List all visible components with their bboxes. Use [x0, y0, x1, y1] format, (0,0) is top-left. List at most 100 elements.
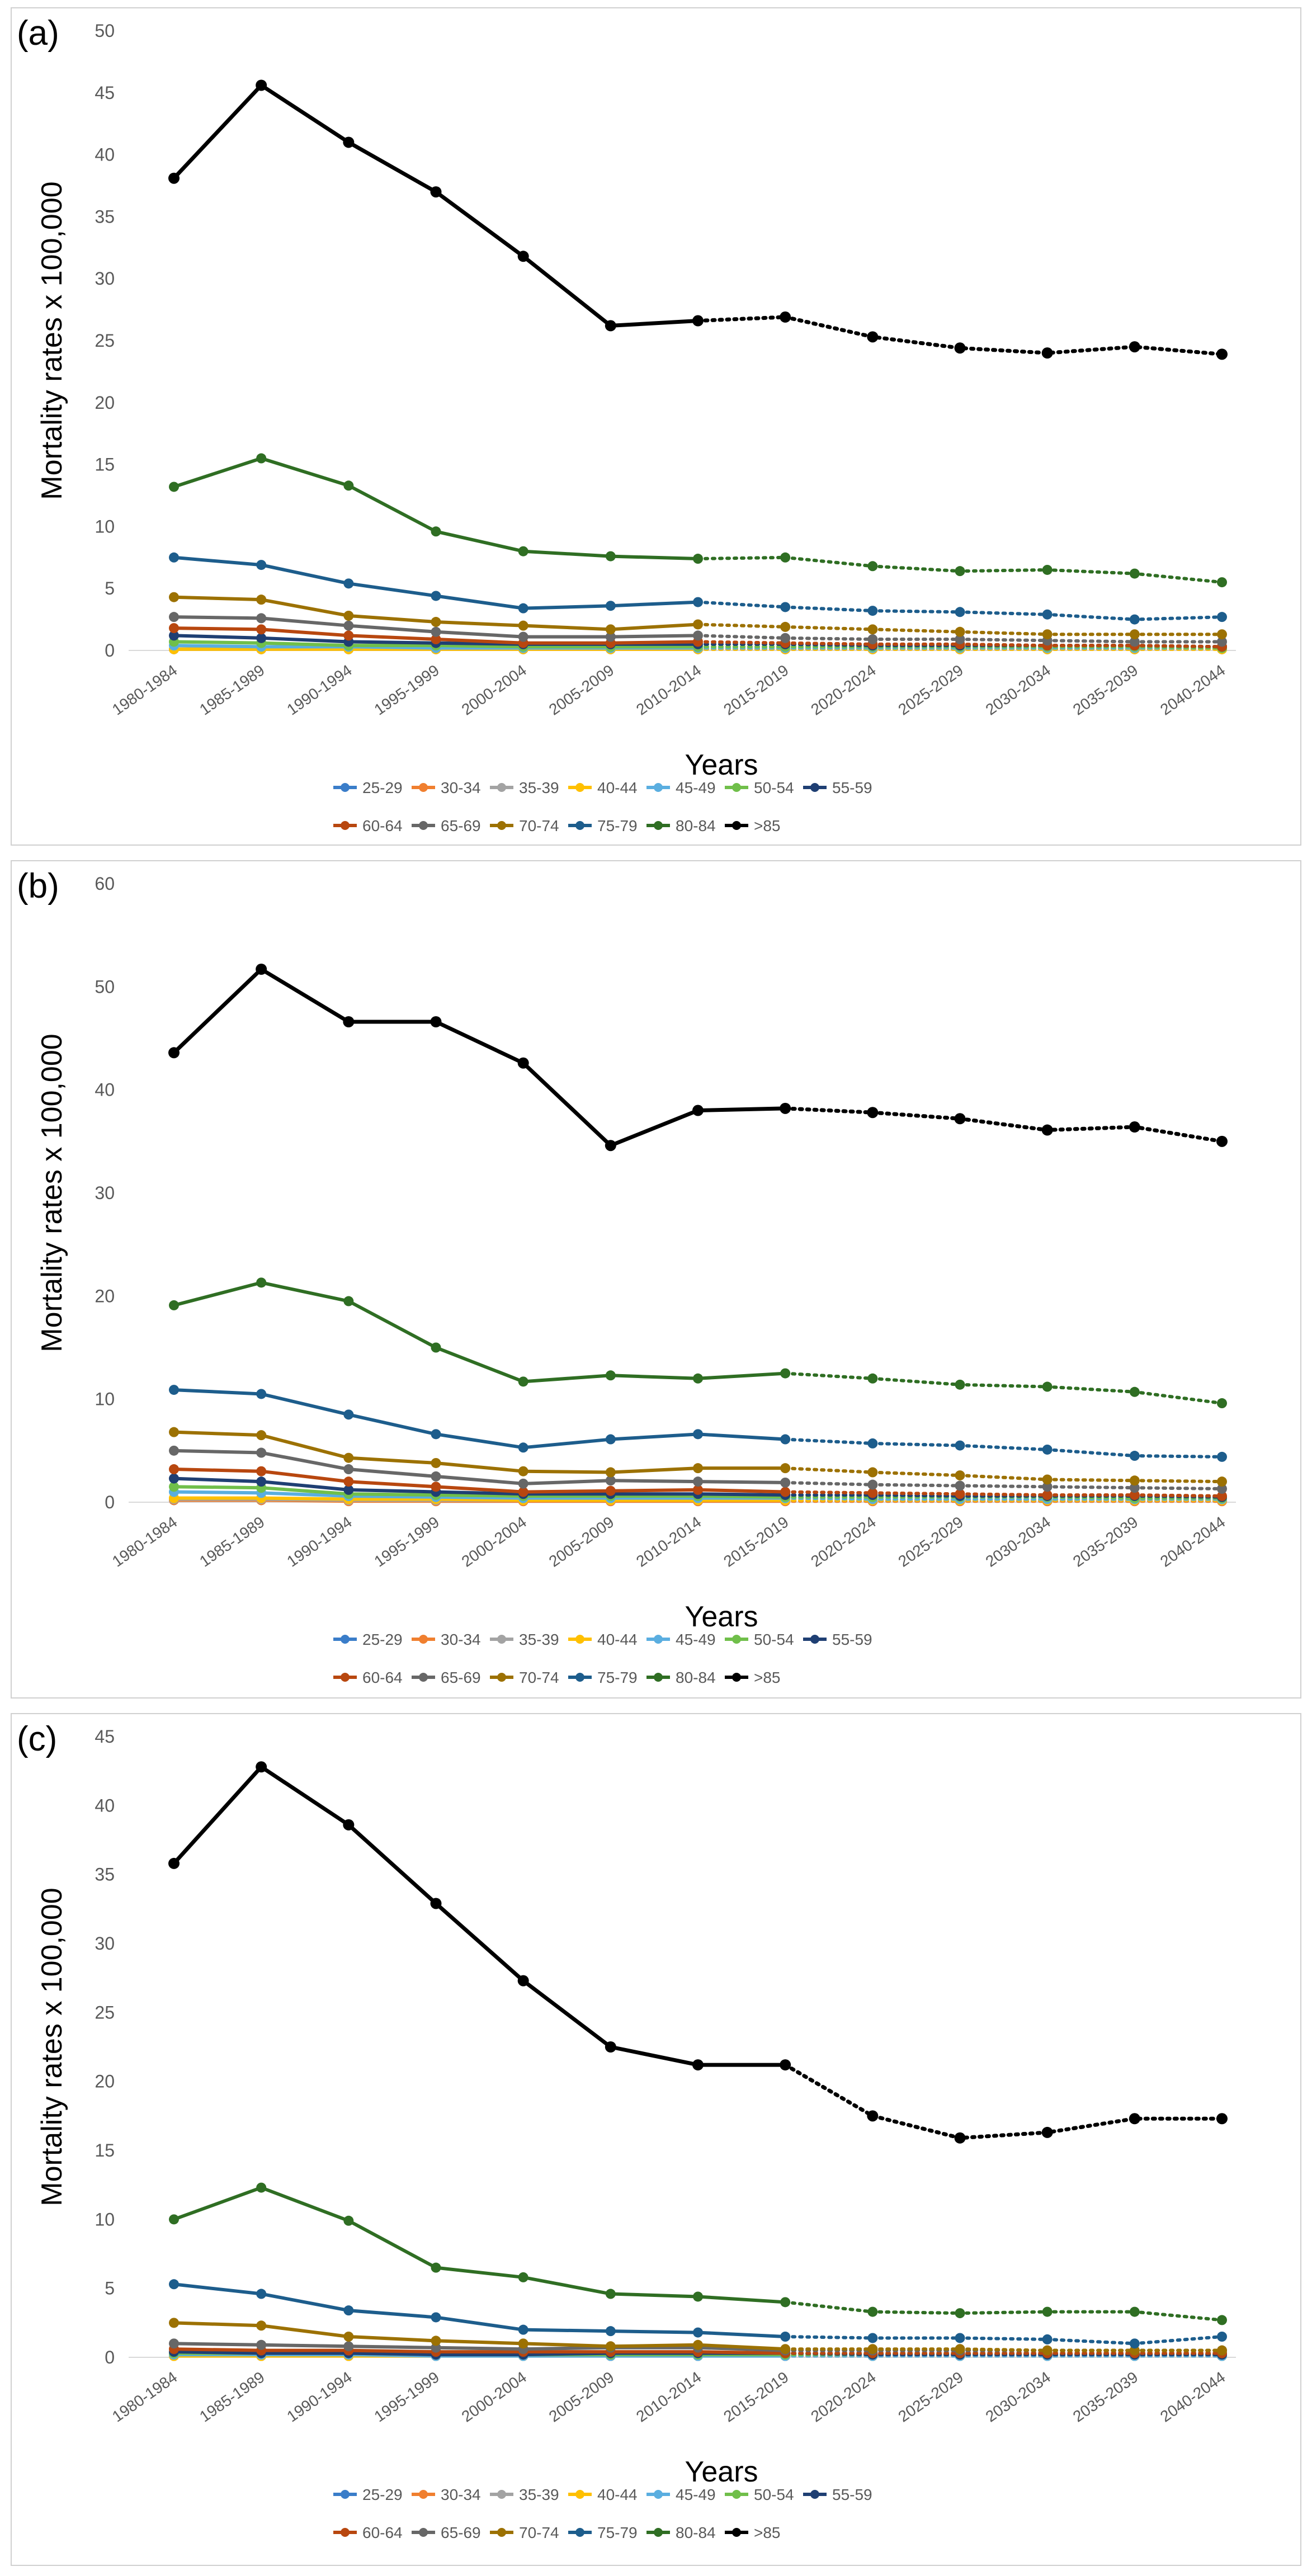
- panel-a-series-65-69: [169, 612, 1227, 647]
- panel-b-legend-marker: [497, 1635, 506, 1644]
- panel-b-legend-marker: [497, 1673, 506, 1682]
- panel-c-xtick-label: 2035-2039: [1070, 2369, 1141, 2426]
- panel-c-data-point: [1129, 2306, 1140, 2317]
- panel-a-data-point: [169, 630, 179, 641]
- panel-c-data-point: [693, 2327, 703, 2338]
- panel-a-data-point: [1217, 577, 1227, 588]
- panel-c-data-point: [867, 2333, 878, 2343]
- panel-a-data-point: [518, 620, 528, 631]
- panel-c-data-point: [867, 2110, 879, 2122]
- panel-a-legend-label: 35-39: [519, 779, 559, 796]
- panel-c-line-observed: [173, 2342, 786, 2352]
- panel-b-legend-marker: [732, 1635, 741, 1644]
- panel-c-data-point: [1217, 2332, 1227, 2342]
- panel-a-x-axis-title: Years: [685, 749, 758, 781]
- panel-c-data-point: [867, 2344, 878, 2355]
- panel-c-data-point: [1041, 2126, 1053, 2138]
- panel-b-data-point: [431, 1342, 441, 1353]
- panel-a-data-point: [1129, 568, 1140, 579]
- panel-c-legend-label: 50-54: [754, 2486, 794, 2503]
- panel-b-xtick-label: 2040-2044: [1157, 1513, 1228, 1570]
- panel-c-data-point: [605, 2041, 616, 2053]
- panel-b-legend-marker: [341, 1635, 350, 1644]
- panel-a-ytick-label: 20: [95, 393, 115, 413]
- panel-a-data-point: [605, 601, 616, 611]
- panel-b-legend-label: 60-64: [362, 1669, 403, 1686]
- panel-a-data-point: [1129, 629, 1140, 640]
- panel-a-series-gt85: [168, 79, 1228, 360]
- panel-b-series-70-74: [169, 1427, 1227, 1487]
- panel-c-xtick-label: 2000-2004: [459, 2369, 530, 2426]
- panel-b-data-point: [518, 1466, 528, 1476]
- panel-b-legend-label: 80-84: [676, 1669, 716, 1686]
- panel-a-data-point: [1216, 348, 1228, 360]
- panel-a-legend-marker: [341, 821, 350, 830]
- panel-c-y-axis-title: Mortality rates x 100,000: [36, 1888, 68, 2206]
- panel-c-legend-marker: [419, 2490, 428, 2499]
- panel-a-data-point: [605, 631, 616, 642]
- panel-a-xtick-label: 2010-2014: [633, 662, 704, 719]
- panel-b-data-point: [343, 1464, 354, 1475]
- panel-a-data-point: [1042, 564, 1053, 575]
- panel-a-data-point: [518, 631, 528, 642]
- panel-a-data-point: [605, 551, 616, 562]
- panel-a-data-point: [780, 602, 791, 612]
- panel-b-data-point: [605, 1434, 616, 1445]
- panel-a-data-point: [256, 633, 267, 643]
- panel-b-data-point: [780, 1487, 791, 1497]
- panel-b-xtick-label: 1995-1999: [371, 1513, 442, 1570]
- panel-c-series-80-84: [169, 2182, 1227, 2325]
- panel-a-data-point: [256, 613, 267, 624]
- panel-a-legend-label: 30-34: [441, 779, 481, 796]
- panel-c-data-point: [517, 1975, 529, 1987]
- panel-c-data-point: [343, 1819, 355, 1830]
- panel-a-data-point: [867, 634, 878, 645]
- panel-c-xtick-label: 2005-2009: [546, 2369, 617, 2426]
- panel-b-xtick-label: 2035-2039: [1070, 1513, 1141, 1570]
- panel-c-legend-marker: [654, 2490, 663, 2499]
- panel-b-line-observed: [173, 1468, 786, 1494]
- panel-b-data-point: [955, 1470, 965, 1481]
- panel-a-label: (a): [17, 14, 59, 53]
- panel-c-label: (c): [17, 1720, 57, 1758]
- panel-b-data-point: [1217, 1398, 1227, 1409]
- panel-b-data-point: [1129, 1121, 1140, 1133]
- panel-b-legend: 25-29 30-34 35-39 40-44 45-49 50-54 55-59 60-64…: [333, 1631, 872, 1686]
- panel-b-data-point: [256, 963, 267, 975]
- panel-a-line-observed: [172, 83, 699, 328]
- panel-b-data-point: [605, 1475, 616, 1486]
- panel-a-legend-label: 55-59: [832, 779, 872, 796]
- panel-a-data-point: [867, 331, 879, 343]
- panel-b-x-axis-title: Years: [685, 1601, 758, 1633]
- panel-b-data-point: [867, 1467, 878, 1478]
- panel-a-data-point: [343, 578, 354, 589]
- panel-b-data-point: [431, 1482, 441, 1492]
- panel-c-legend-label: 80-84: [676, 2524, 716, 2541]
- panel-a-legend-marker: [732, 821, 741, 830]
- panel-b-data-point: [1129, 1386, 1140, 1397]
- panel-b-data-point: [954, 1113, 966, 1125]
- panel-b-legend-label: 35-39: [519, 1631, 559, 1648]
- panel-c-data-point: [169, 2338, 179, 2349]
- panel-c-ytick-label: 45: [95, 1726, 115, 1747]
- panel-a-legend-label: 75-79: [597, 817, 638, 834]
- panel-c-ytick-label: 20: [95, 2072, 115, 2092]
- panel-a-xtick-label: 2015-2019: [720, 662, 791, 719]
- panel-a-data-point: [343, 610, 354, 621]
- panel-b-line-observed: [172, 967, 786, 1148]
- panel-b-data-point: [169, 1385, 179, 1395]
- panel-a-legend-marker: [575, 821, 584, 830]
- panel-c-data-point: [1129, 2345, 1140, 2356]
- panel-a-ytick-label: 35: [95, 206, 115, 227]
- panel-b-data-point: [169, 1464, 179, 1475]
- panel-a-data-point: [780, 552, 791, 563]
- panel-b-data-point: [431, 1457, 441, 1468]
- panel-b-ytick-label: 0: [105, 1492, 115, 1512]
- panel-a-legend-label: 60-64: [362, 817, 403, 834]
- panel-b-data-point: [169, 1427, 179, 1437]
- panel-c-data-point: [605, 2341, 616, 2352]
- panel-a-legend-marker: [575, 783, 584, 792]
- panel-a-data-point: [1041, 347, 1053, 359]
- panel-a-legend-marker: [497, 783, 506, 792]
- panel-c-data-point: [343, 2305, 354, 2316]
